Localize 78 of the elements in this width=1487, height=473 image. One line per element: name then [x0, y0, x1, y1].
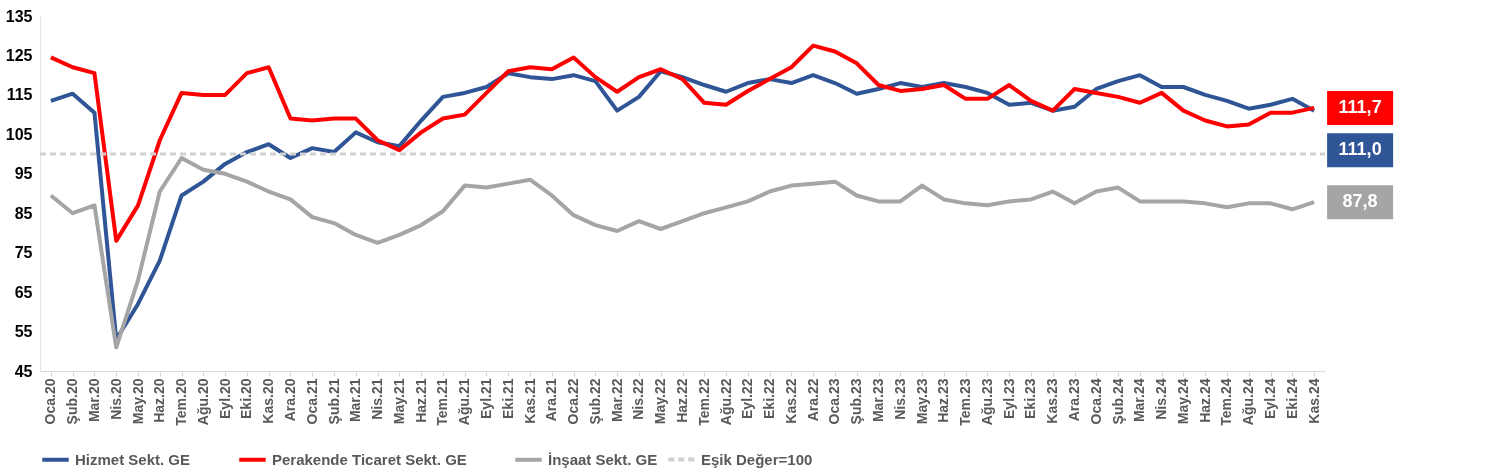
x-tick-label: May.21 — [390, 378, 407, 425]
line-series — [48, 156, 1317, 350]
x-tick-label: Mar.22 — [608, 378, 625, 423]
x-tick-label: Nis.20 — [107, 378, 124, 420]
x-tick-label: Oca.22 — [565, 378, 582, 425]
x-tick-label: Mar.21 — [347, 378, 364, 423]
x-tick-label: Tem.23 — [957, 378, 974, 426]
x-tick-label: May.22 — [652, 378, 669, 425]
x-tick-label: Nis.22 — [630, 378, 647, 420]
x-tick-label: Ara.22 — [804, 378, 821, 422]
x-tick-label: Ağu.22 — [717, 378, 734, 426]
y-tick-label: 95 — [14, 165, 33, 183]
y-tick-label: 75 — [14, 244, 33, 262]
x-tick-label: Eki.23 — [1022, 378, 1039, 419]
x-tick-label: Oca.23 — [826, 378, 843, 425]
data-label: 111,0 — [1338, 139, 1382, 160]
x-tick-label: Ağu.24 — [1240, 378, 1257, 426]
x-tick-label: Mar.23 — [870, 378, 887, 423]
y-tick-label: 115 — [6, 86, 33, 104]
x-tick-label: Eki.24 — [1283, 378, 1300, 419]
x-tick-label: Oca.24 — [1087, 378, 1104, 425]
x-tick-label: Haz.21 — [412, 378, 429, 423]
y-tick-label: 105 — [5, 125, 33, 143]
x-tick-label: Eyl.24 — [1262, 378, 1279, 419]
x-tick-label: Eki.22 — [761, 378, 778, 419]
x-tick-label: Nis.21 — [369, 378, 386, 420]
data-label: 87,8 — [1342, 191, 1378, 212]
x-tick-label: Nis.24 — [1153, 378, 1170, 420]
y-tick-label: 135 — [5, 7, 33, 25]
x-tick-label: Mar.20 — [85, 378, 102, 423]
line-series — [48, 43, 1317, 243]
x-tick-label: Oca.20 — [42, 378, 59, 425]
x-tick-label: Ara.20 — [281, 378, 298, 422]
x-tick-label: Şub.23 — [848, 378, 865, 425]
x-tick-label: Ara.23 — [1066, 378, 1083, 422]
x-tick-label: Ara.21 — [543, 378, 560, 422]
legend-label: Perakende Ticaret Sekt. GE — [272, 450, 467, 468]
y-tick-label: 45 — [14, 362, 33, 380]
x-tick-label: Oca.21 — [303, 378, 320, 425]
y-tick-label: 125 — [5, 46, 33, 64]
legend-label: Hizmet Sekt. GE — [75, 450, 191, 468]
x-tick-label: Kas.22 — [782, 378, 799, 424]
x-tick-label: Eki.20 — [238, 378, 255, 419]
x-tick-label: Eki.21 — [499, 378, 516, 419]
x-tick-label: Tem.22 — [695, 378, 712, 426]
x-tick-label: Tem.24 — [1218, 378, 1235, 426]
x-tick-label: Şub.24 — [1109, 378, 1126, 425]
y-tick-label: 55 — [14, 323, 33, 341]
x-tick-label: Ağu.20 — [194, 378, 211, 426]
y-tick-label: 85 — [14, 204, 33, 222]
x-tick-label: Kas.23 — [1044, 378, 1061, 424]
x-tick-label: Şub.22 — [586, 378, 603, 425]
x-tick-label: Kas.20 — [260, 378, 277, 424]
x-tick-label: Ağu.21 — [456, 378, 473, 426]
x-tick-label: Kas.21 — [521, 378, 538, 424]
x-tick-label: May.20 — [129, 378, 146, 425]
x-tick-label: Şub.21 — [325, 378, 342, 425]
x-tick-label: Tem.21 — [434, 378, 451, 426]
x-tick-label: Mar.24 — [1131, 378, 1148, 423]
y-tick-label: 65 — [14, 283, 33, 301]
legend-label: Eşik Değer=100 — [701, 450, 813, 468]
x-tick-label: Eyl.22 — [739, 378, 756, 419]
legend-label: İnşaat Sekt. GE — [548, 450, 658, 468]
x-tick-label: Haz.22 — [674, 378, 690, 423]
x-tick-label: Şub.20 — [64, 378, 81, 425]
x-tick-label: Haz.23 — [935, 378, 952, 423]
x-tick-label: May.23 — [913, 378, 930, 425]
x-tick-label: Tem.20 — [173, 378, 190, 426]
x-tick-label: Ağu.23 — [978, 378, 995, 426]
x-tick-label: Nis.23 — [891, 378, 908, 420]
data-label: 111,7 — [1338, 96, 1382, 117]
x-tick-label: May.24 — [1174, 378, 1191, 425]
x-tick-label: Eyl.23 — [1000, 378, 1017, 419]
x-tick-label: Kas.24 — [1305, 378, 1322, 424]
x-tick-label: Haz.20 — [151, 378, 168, 423]
x-tick-label: Eyl.20 — [216, 378, 233, 419]
x-tick-label: Eyl.21 — [477, 378, 494, 419]
x-tick-label: Haz.24 — [1196, 378, 1213, 423]
